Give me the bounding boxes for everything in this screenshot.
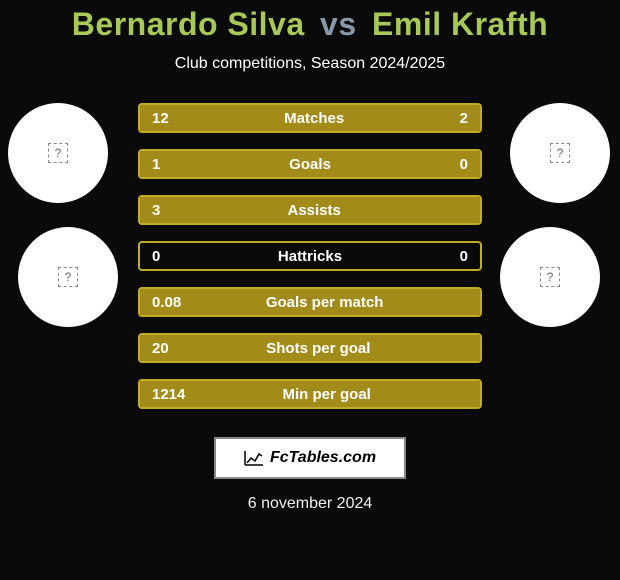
stat-bar-labels: 1214Min per goal [140,381,480,407]
image-placeholder-icon: ? [48,143,68,163]
stat-left-value: 1 [152,156,160,173]
stat-label: Matches [169,110,460,127]
stat-bar-labels: 1Goals0 [140,151,480,177]
stat-right-value: 0 [460,248,468,265]
stat-left-value: 0.08 [152,294,181,311]
stat-bar-labels: 0Hattricks0 [140,243,480,269]
stat-bar-labels: 0.08Goals per match [140,289,480,315]
stat-row: 1Goals0 [138,149,482,179]
title-player2: Emil Krafth [372,6,548,42]
stat-row: 0Hattricks0 [138,241,482,271]
stat-bar-labels: 12Matches2 [140,105,480,131]
subtitle: Club competitions, Season 2024/2025 [0,55,620,73]
stat-left-value: 3 [152,202,160,219]
stat-label: Goals per match [181,294,468,311]
chart-icon [244,450,264,466]
title-vs: vs [320,6,357,42]
image-placeholder-icon: ? [540,267,560,287]
stat-left-value: 20 [152,340,169,357]
stat-right-value: 0 [460,156,468,173]
stat-row: 12Matches2 [138,103,482,133]
stat-row: 3Assists [138,195,482,225]
stat-bar-labels: 20Shots per goal [140,335,480,361]
branding-text: FcTables.com [270,449,376,467]
stat-label: Assists [160,202,468,219]
stat-label: Min per goal [185,386,468,403]
stat-row: 20Shots per goal [138,333,482,363]
image-placeholder-icon: ? [58,267,78,287]
stat-row: 0.08Goals per match [138,287,482,317]
title-player1: Bernardo Silva [72,6,305,42]
stat-bar-labels: 3Assists [140,197,480,223]
page-title: Bernardo Silva vs Emil Krafth [0,6,620,43]
comparison-panel: ? ? ? ? 12Matches21Goals03Assists0Hattri… [0,103,620,433]
branding-badge: FcTables.com [214,437,406,479]
player2-avatar: ? [510,103,610,203]
image-placeholder-icon: ? [550,143,570,163]
player1-avatar: ? [8,103,108,203]
stat-bars: 12Matches21Goals03Assists0Hattricks00.08… [138,103,482,425]
stat-label: Goals [160,156,459,173]
stat-label: Shots per goal [169,340,468,357]
club1-logo: ? [18,227,118,327]
header: Bernardo Silva vs Emil Krafth Club compe… [0,0,620,73]
stat-right-value: 2 [460,110,468,127]
date-label: 6 november 2024 [0,495,620,513]
stat-left-value: 0 [152,248,160,265]
stat-left-value: 1214 [152,386,185,403]
stat-label: Hattricks [160,248,459,265]
stat-row: 1214Min per goal [138,379,482,409]
footer: FcTables.com 6 november 2024 [0,433,620,513]
stat-left-value: 12 [152,110,169,127]
club2-logo: ? [500,227,600,327]
